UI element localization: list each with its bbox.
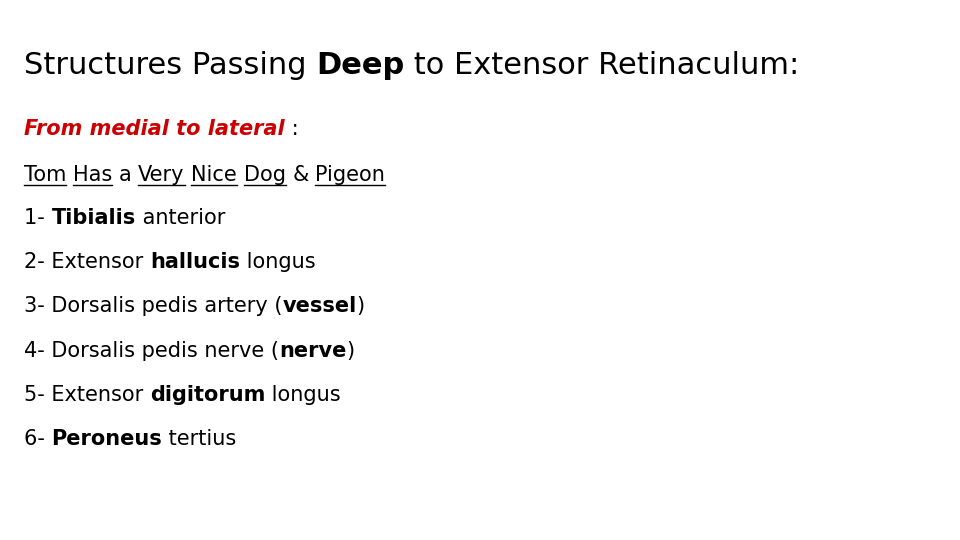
Text: Pigeon: Pigeon bbox=[316, 165, 385, 185]
Text: From medial to lateral: From medial to lateral bbox=[24, 119, 284, 139]
Text: to Extensor Retinaculum:: to Extensor Retinaculum: bbox=[404, 51, 800, 80]
Text: 5- Extensor: 5- Extensor bbox=[24, 385, 150, 405]
Text: &: & bbox=[293, 165, 309, 185]
Text: Dog: Dog bbox=[244, 165, 286, 185]
Text: Deep: Deep bbox=[316, 51, 404, 80]
Text: tertius: tertius bbox=[162, 429, 236, 449]
Text: Nice: Nice bbox=[191, 165, 237, 185]
Text: Has: Has bbox=[73, 165, 112, 185]
Text: Structures Passing: Structures Passing bbox=[24, 51, 316, 80]
Text: anterior: anterior bbox=[135, 208, 225, 228]
Text: longus: longus bbox=[265, 385, 341, 405]
Text: ): ) bbox=[357, 296, 365, 316]
Text: :: : bbox=[284, 119, 299, 139]
Text: 6-: 6- bbox=[24, 429, 52, 449]
Text: digitorum: digitorum bbox=[150, 385, 265, 405]
Text: Tibialis: Tibialis bbox=[52, 208, 135, 228]
Text: 2- Extensor: 2- Extensor bbox=[24, 252, 150, 272]
Text: 3- Dorsalis pedis artery (: 3- Dorsalis pedis artery ( bbox=[24, 296, 282, 316]
Text: ): ) bbox=[347, 341, 354, 361]
Text: a: a bbox=[119, 165, 132, 185]
Text: nerve: nerve bbox=[279, 341, 347, 361]
Text: vessel: vessel bbox=[282, 296, 357, 316]
Text: 4- Dorsalis pedis nerve (: 4- Dorsalis pedis nerve ( bbox=[24, 341, 279, 361]
Text: longus: longus bbox=[240, 252, 316, 272]
Text: Very: Very bbox=[138, 165, 184, 185]
Text: Peroneus: Peroneus bbox=[52, 429, 162, 449]
Text: 1-: 1- bbox=[24, 208, 52, 228]
Text: Tom: Tom bbox=[24, 165, 66, 185]
Text: hallucis: hallucis bbox=[150, 252, 240, 272]
